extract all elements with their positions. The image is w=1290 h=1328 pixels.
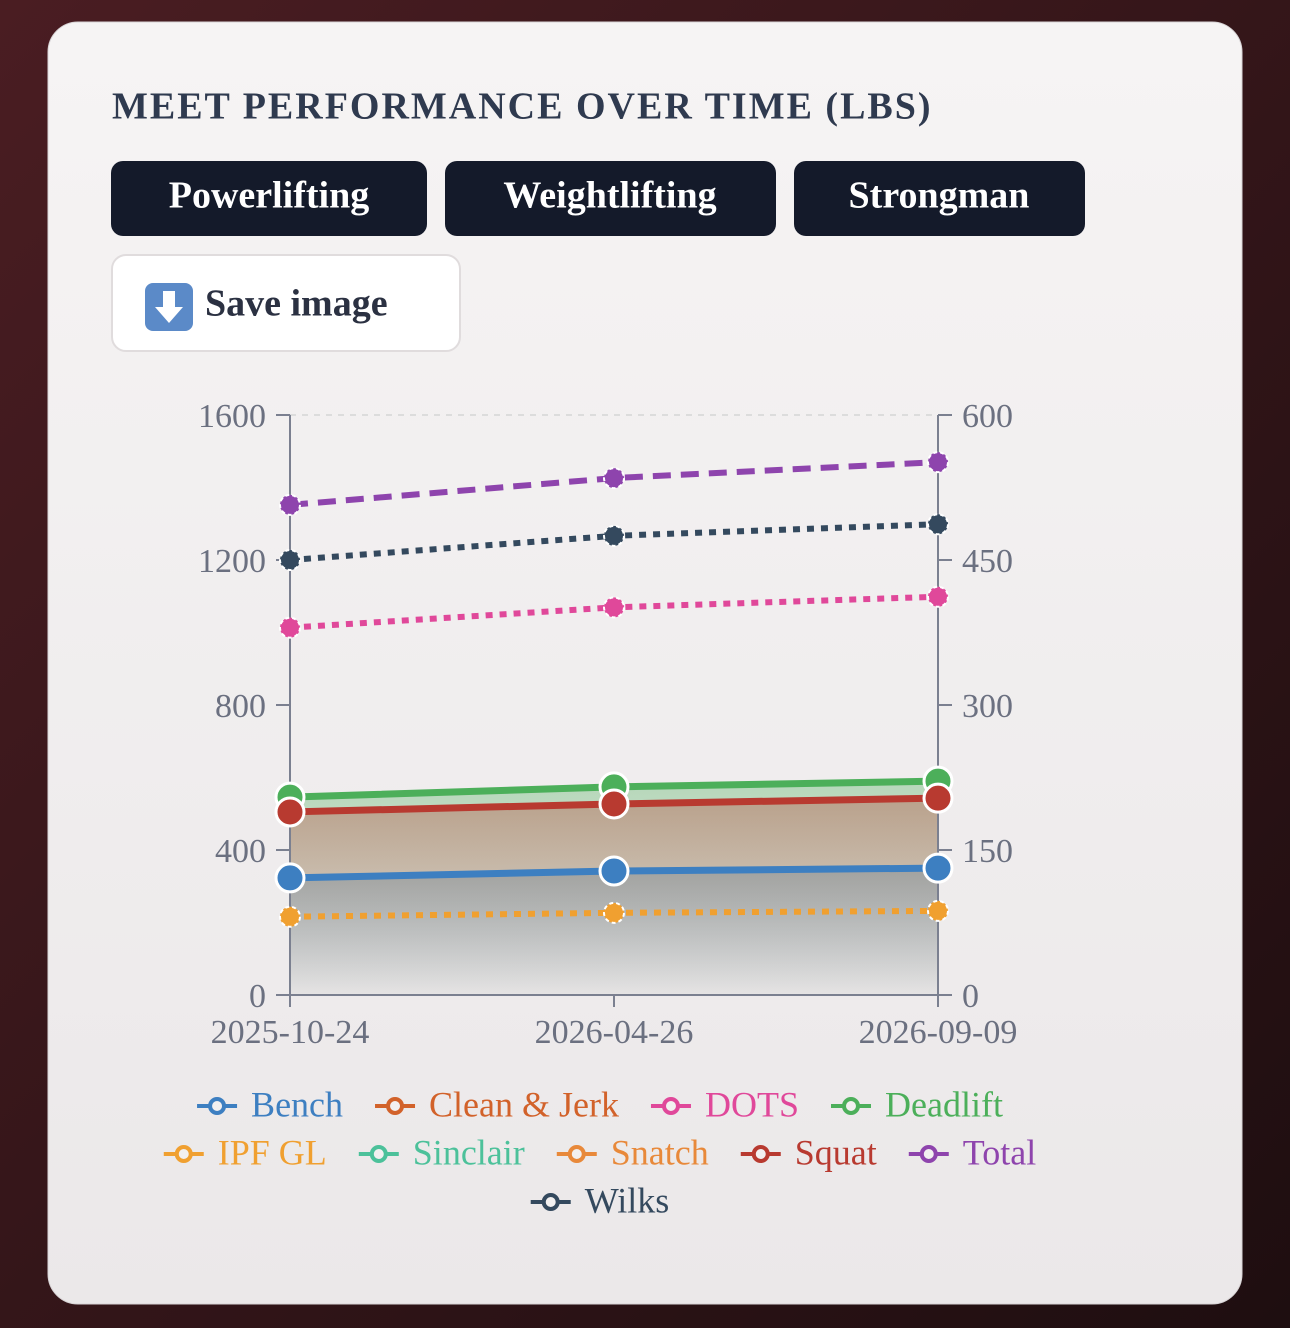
- point: [927, 585, 949, 608]
- legend-marker: [174, 1145, 193, 1163]
- legend-label: Snatch: [611, 1132, 709, 1172]
- tab-label[interactable]: Weightlifting: [503, 175, 716, 217]
- legend-item: Total: [908, 1132, 1036, 1172]
- legend-marker: [208, 1097, 227, 1115]
- legend-marker: [369, 1145, 388, 1163]
- legend-label: Squat: [795, 1132, 877, 1172]
- point: [922, 852, 954, 884]
- legend-label: IPF GL: [218, 1132, 327, 1172]
- y-tick-label: 400: [215, 833, 266, 870]
- point: [279, 616, 301, 639]
- x-tick-label: 2026-04-26: [535, 1014, 694, 1051]
- point: [927, 899, 949, 922]
- point: [279, 493, 301, 516]
- tab-label[interactable]: Strongman: [849, 175, 1030, 217]
- point: [603, 901, 625, 924]
- legend-item: DOTS: [650, 1084, 799, 1124]
- point: [927, 451, 949, 474]
- legend-marker: [919, 1145, 938, 1163]
- legend-label: Sinclair: [413, 1132, 525, 1172]
- legend-label: Wilks: [585, 1180, 670, 1220]
- tab-button[interactable]: [445, 161, 776, 236]
- legend-marker: [841, 1097, 860, 1115]
- point: [603, 467, 625, 490]
- legend-item: Bench: [197, 1084, 343, 1124]
- point: [274, 796, 306, 828]
- legend-label: Bench: [251, 1084, 343, 1124]
- y-tick-label: 1200: [198, 543, 266, 580]
- legend-label: Deadlift: [885, 1084, 1003, 1124]
- point: [927, 513, 949, 536]
- point: [922, 782, 954, 814]
- y2-tick-label: 450: [962, 543, 1013, 580]
- y2-tick-label: 300: [962, 688, 1013, 725]
- legend-label: Clean & Jerk: [429, 1084, 619, 1124]
- legend-item: Squat: [740, 1132, 877, 1172]
- x-tick-label: 2025-10-24: [211, 1014, 370, 1051]
- tab-label[interactable]: Powerlifting: [169, 175, 370, 217]
- area: [290, 798, 938, 995]
- legend-item: Deadlift: [830, 1084, 1003, 1124]
- y2-tick-label: 0: [962, 978, 979, 1015]
- x-tick-label: 2026-09-09: [859, 1014, 1018, 1051]
- y-tick-label: 800: [215, 688, 266, 725]
- save-label[interactable]: Save image: [205, 283, 388, 325]
- point: [603, 524, 625, 547]
- y2-tick-label: 600: [962, 398, 1013, 435]
- legend-item: Snatch: [556, 1132, 709, 1172]
- chart-title: MEET PERFORMANCE OVER TIME (LBS): [112, 86, 933, 128]
- tab-button[interactable]: [111, 161, 427, 236]
- legend-label: Total: [963, 1132, 1036, 1172]
- point: [274, 862, 306, 894]
- y-tick-label: 0: [249, 978, 266, 1015]
- y-tick-label: 1600: [198, 398, 266, 435]
- legend-marker: [567, 1145, 586, 1163]
- legend-item: Wilks: [530, 1180, 670, 1220]
- legend-item: IPF GL: [163, 1132, 327, 1172]
- legend-marker: [541, 1193, 560, 1211]
- legend-label: DOTS: [705, 1084, 799, 1124]
- tab-button[interactable]: [794, 161, 1085, 236]
- save-button[interactable]: [111, 254, 461, 352]
- download-arrow: [155, 291, 183, 323]
- point: [279, 549, 301, 571]
- legend-item: Sinclair: [358, 1132, 525, 1172]
- legend-marker: [661, 1097, 680, 1115]
- legend-marker: [386, 1097, 405, 1115]
- point: [598, 855, 630, 887]
- legend-marker: [751, 1145, 770, 1163]
- y2-tick-label: 150: [962, 833, 1013, 870]
- legend-item: Clean & Jerk: [375, 1084, 619, 1124]
- point: [603, 596, 625, 619]
- point: [279, 905, 301, 928]
- point: [598, 788, 630, 820]
